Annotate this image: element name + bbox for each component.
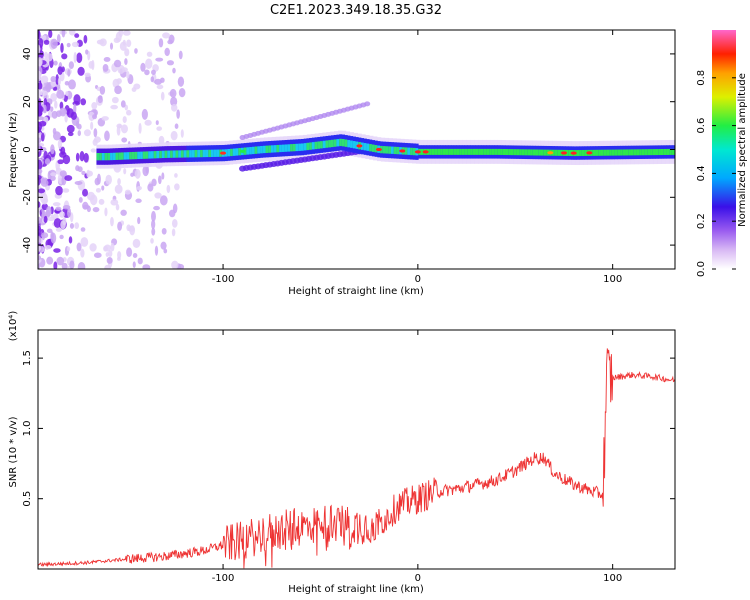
snr-x-ticks: -100 0 100 [212,330,622,584]
snr-x-tick-label: 100 [603,573,622,584]
snr-plot-area [38,330,675,569]
snr-x-label: Height of straight line (km) [288,584,424,595]
spectrogram-y-tick-label: -40 [22,237,33,253]
spectrogram-y-tick-label: 20 [22,95,33,108]
snr-y-label: SNR (10 * v/v) [8,416,19,487]
spectrogram-y-tick-label: 40 [22,48,33,61]
colorbar-label: Normalized spectral amplitude [737,73,748,227]
colorbar-tick-label: 0.0 [696,261,707,277]
snr-y-tick-label: 0.5 [22,491,33,507]
colorbar-tick-label: 0.6 [696,118,707,134]
snr-y-ticks: 0.5 1.0 1.5 [22,350,675,507]
spectrogram-y-tick-label: -20 [22,189,33,205]
spectrogram-noise [38,30,186,269]
spectrogram-x-ticks: -100 0 100 [212,30,622,285]
colorbar-tick-label: 0.8 [696,70,707,86]
snr-panel: -100 0 100 0.5 1.0 1.5 Height of straight li… [8,311,676,595]
spectrogram-y-ticks: -40 -20 0 20 40 [22,48,675,253]
spectrogram-panel: -100 0 100 -40 -20 0 20 40 Height of straight … [8,29,676,297]
spectrogram-x-tick-label: -100 [212,274,235,285]
snr-y-tick-label: 1.5 [22,350,33,366]
snr-x-tick-label: -100 [212,573,235,584]
colorbar-tick-label: 0.4 [696,165,707,181]
snr-marks [38,348,675,569]
snr-y-tick-label: 1.0 [22,420,33,436]
snr-x-tick-label: 0 [415,573,421,584]
spectrogram-x-label: Height of straight line (km) [288,286,424,297]
colorbar-gradient [712,30,736,269]
spectrogram-x-tick-label: 100 [603,274,622,285]
snr-series-line [38,348,675,569]
spectrogram-x-tick-label: 0 [415,274,421,285]
spectrogram-y-tick-label: 0 [22,146,33,152]
figure-title: C2E1.2023.349.18.35.G32 [270,3,442,18]
spectrogram-marks [38,30,675,269]
snr-y-multiplier: (x10⁴) [8,311,19,342]
spectrogram-hotspots [220,144,593,155]
spectrogram-ridge [96,134,675,165]
spectrogram-branches [239,101,371,172]
spectrogram-y-label: Frequency (Hz) [8,112,19,188]
colorbar: 0.0 0.2 0.4 0.6 0.8 Normalized spectral ampl… [696,30,748,277]
colorbar-ticks: 0.0 0.2 0.4 0.6 0.8 [696,70,736,277]
snr-frame [37,329,676,570]
colorbar-tick-label: 0.2 [696,213,707,229]
